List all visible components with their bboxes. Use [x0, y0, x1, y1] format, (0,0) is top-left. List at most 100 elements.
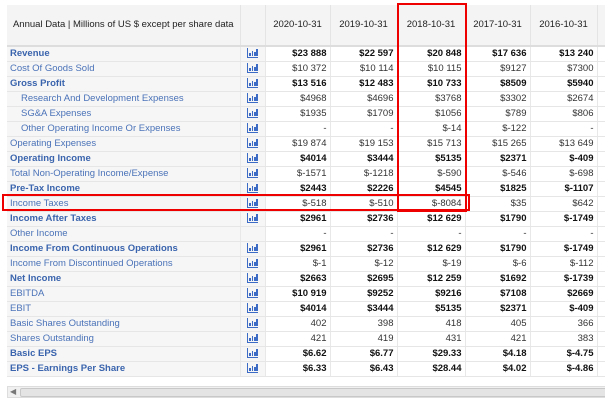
chart-cell[interactable] [240, 211, 266, 227]
row-label[interactable]: Shares Outstanding [7, 331, 241, 347]
chart-cell[interactable] [240, 346, 266, 362]
bar-chart-icon[interactable] [247, 63, 258, 74]
column-header-2016-10-31[interactable]: 2016-10-31 [530, 5, 598, 47]
row-label[interactable]: Income From Discontinued Operations [7, 256, 241, 272]
row-label[interactable]: Operating Expenses [7, 136, 241, 152]
scrollbar-thumb[interactable] [20, 388, 605, 397]
bar-chart-icon[interactable] [247, 333, 258, 344]
column-header-2018-10-31[interactable]: 2018-10-31 [397, 5, 466, 47]
row-label[interactable]: Pre-Tax Income [7, 181, 241, 197]
value-cell: $1790 [465, 211, 531, 227]
column-header-more[interactable] [597, 5, 605, 47]
value-cell: 398 [330, 316, 398, 332]
column-header-2017-10-31[interactable]: 2017-10-31 [465, 5, 531, 47]
row-label[interactable]: Basic EPS [7, 346, 241, 362]
row-label[interactable]: EPS - Earnings Per Share [7, 361, 241, 377]
row-label[interactable]: Basic Shares Outstanding [7, 316, 241, 332]
value-cell: $-8084 [397, 196, 466, 212]
chart-cell[interactable] [240, 181, 266, 197]
chart-cell[interactable] [240, 121, 266, 137]
value-cell: - [530, 121, 598, 137]
bar-chart-icon[interactable] [247, 198, 258, 209]
column-header-2019-10-31[interactable]: 2019-10-31 [330, 5, 398, 47]
bar-chart-icon[interactable] [247, 183, 258, 194]
bar-chart-icon[interactable] [247, 48, 258, 59]
bar-chart-icon[interactable] [247, 363, 258, 374]
value-cell: $-1107 [530, 181, 598, 197]
value-cell: - [330, 121, 398, 137]
row-label[interactable]: Net Income [7, 271, 241, 287]
chart-cell[interactable] [240, 166, 266, 182]
row-label[interactable]: EBITDA [7, 286, 241, 302]
chart-cell[interactable] [240, 241, 266, 257]
chart-cell[interactable] [240, 196, 266, 212]
bar-chart-icon[interactable] [247, 273, 258, 284]
chart-cell[interactable] [240, 61, 266, 77]
value-cell: 418 [397, 316, 466, 332]
value-cell: $20 848 [397, 46, 466, 62]
bar-chart-icon[interactable] [247, 318, 258, 329]
value-cell: $-590 [397, 166, 466, 182]
bar-chart-icon[interactable] [247, 153, 258, 164]
chart-cell[interactable] [240, 256, 266, 272]
bar-chart-icon[interactable] [247, 303, 258, 314]
value-cell [597, 46, 605, 62]
value-cell [597, 91, 605, 107]
bar-chart-icon[interactable] [247, 168, 258, 179]
bar-chart-icon[interactable] [247, 348, 258, 359]
value-cell: $8509 [465, 76, 531, 92]
scroll-left-arrow-icon[interactable]: ◀ [10, 387, 17, 396]
value-cell: $3768 [397, 91, 466, 107]
horizontal-scrollbar[interactable]: ◀ [7, 386, 605, 398]
value-cell: $9216 [397, 286, 466, 302]
bar-chart-icon[interactable] [247, 288, 258, 299]
row-label[interactable]: SG&A Expenses [7, 106, 241, 122]
bar-chart-icon[interactable] [247, 123, 258, 134]
value-cell: $-1 [265, 256, 331, 272]
chart-cell[interactable] [240, 46, 266, 62]
row-label[interactable]: Other Income [7, 226, 241, 242]
chart-cell[interactable] [240, 361, 266, 377]
chart-cell[interactable] [240, 106, 266, 122]
chart-cell[interactable] [240, 316, 266, 332]
bar-chart-icon[interactable] [247, 93, 258, 104]
chart-cell[interactable] [240, 76, 266, 92]
chart-cell[interactable] [240, 136, 266, 152]
value-cell: $3444 [330, 301, 398, 317]
row-label[interactable]: Operating Income [7, 151, 241, 167]
bar-chart-icon[interactable] [247, 78, 258, 89]
chart-cell[interactable] [240, 151, 266, 167]
chart-cell[interactable] [240, 286, 266, 302]
row-label[interactable]: Revenue [7, 46, 241, 62]
bar-chart-icon[interactable] [247, 258, 258, 269]
chart-cell[interactable] [240, 91, 266, 107]
row-label[interactable]: Gross Profit [7, 76, 241, 92]
row-label[interactable]: Total Non-Operating Income/Expense [7, 166, 241, 182]
value-cell: $12 629 [397, 211, 466, 227]
value-cell: 421 [265, 331, 331, 347]
row-label[interactable]: Cost Of Goods Sold [7, 61, 241, 77]
value-cell: - [397, 226, 466, 242]
value-cell: $10 733 [397, 76, 466, 92]
value-cell: $3444 [330, 151, 398, 167]
bar-chart-icon[interactable] [247, 243, 258, 254]
table-row: Basic Shares Outstanding 402 398 418 405 366 [7, 316, 605, 332]
row-label[interactable]: Income Taxes [7, 196, 241, 212]
chart-cell[interactable] [240, 301, 266, 317]
bar-chart-icon[interactable] [247, 138, 258, 149]
value-cell [597, 271, 605, 287]
value-cell: $-1739 [530, 271, 598, 287]
row-label[interactable]: Income After Taxes [7, 211, 241, 227]
bar-chart-icon[interactable] [247, 213, 258, 224]
column-header-2020-10-31[interactable]: 2020-10-31 [265, 5, 331, 47]
table-row: Income From Continuous Operations $2961 $2… [7, 241, 605, 257]
row-label[interactable]: Other Operating Income Or Expenses [7, 121, 241, 137]
value-cell: $-4.86 [530, 361, 598, 377]
row-label[interactable]: EBIT [7, 301, 241, 317]
row-label[interactable]: Income From Continuous Operations [7, 241, 241, 257]
row-label[interactable]: Research And Development Expenses [7, 91, 241, 107]
chart-cell[interactable] [240, 331, 266, 347]
value-cell: $9252 [330, 286, 398, 302]
chart-cell[interactable] [240, 271, 266, 287]
bar-chart-icon[interactable] [247, 108, 258, 119]
